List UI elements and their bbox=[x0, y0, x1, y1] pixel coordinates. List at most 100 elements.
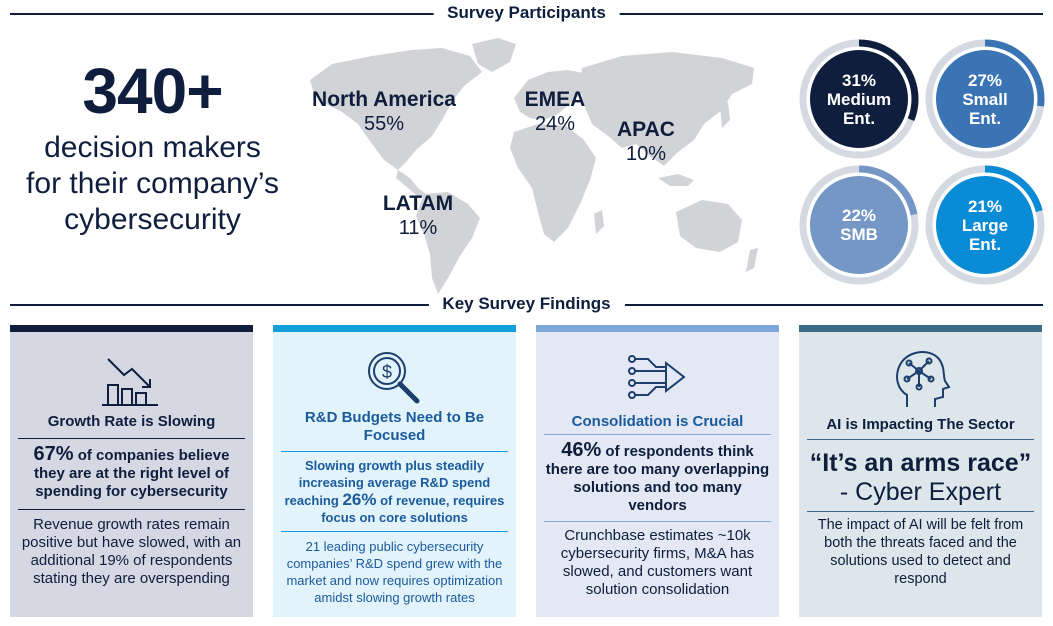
map-africa bbox=[510, 124, 596, 242]
finding-card-ai: AI is Impacting The Sector “It’s an arms… bbox=[799, 325, 1042, 617]
quote-attribution: - Cyber Expert bbox=[839, 478, 1002, 506]
stat-number: 26% bbox=[342, 490, 377, 509]
card-stat: 67% of companies believe they are at the… bbox=[18, 443, 245, 501]
map-asia bbox=[580, 52, 754, 166]
card-divider bbox=[281, 451, 508, 452]
segment-name-suffix: Ent. bbox=[968, 234, 1002, 254]
region-latam: LATAM 11% bbox=[366, 192, 470, 240]
segment-donut-smb: 22% SMB bbox=[799, 165, 919, 285]
map-indonesia bbox=[658, 174, 694, 186]
stat-text: of respondents think there are too many … bbox=[545, 443, 770, 514]
card-title: Consolidation is Crucial bbox=[571, 413, 744, 430]
card-divider bbox=[807, 439, 1034, 440]
card-divider bbox=[544, 521, 771, 522]
card-stat: Slowing growth plus steadily increasing … bbox=[281, 457, 508, 526]
map-australia bbox=[676, 200, 742, 252]
region-name: LATAM bbox=[382, 192, 454, 215]
region-percentage: 24% bbox=[534, 113, 576, 135]
segment-label: 21% Large Ent. bbox=[925, 165, 1045, 285]
region-percentage: 11% bbox=[398, 217, 438, 239]
finding-card-consolidation: Consolidation is Crucial 46% of responde… bbox=[536, 325, 779, 617]
segment-name: Medium bbox=[826, 89, 892, 109]
card-accent-bar bbox=[799, 325, 1042, 332]
stat-text-lead: Slowing growth plus steadily increasing … bbox=[284, 458, 491, 508]
card-divider bbox=[281, 531, 508, 532]
region-apac: APAC 10% bbox=[596, 118, 696, 166]
donut-ring bbox=[925, 165, 1045, 285]
donut-core bbox=[810, 50, 908, 148]
region-emea: EMEA 24% bbox=[506, 88, 604, 136]
map-madagascar bbox=[594, 210, 604, 234]
participants-summary: 340+ decision makers for their company’s… bbox=[0, 52, 305, 238]
donut-ring bbox=[799, 39, 919, 159]
segment-label: 22% SMB bbox=[799, 165, 919, 285]
donut-progress-arc bbox=[925, 39, 1045, 159]
donut-ring bbox=[925, 39, 1045, 159]
map-greenland bbox=[472, 38, 516, 72]
segment-percentage: 27% bbox=[967, 70, 1003, 90]
card-divider bbox=[544, 434, 771, 435]
card-title: R&D Budgets Need to Be Focused bbox=[304, 409, 485, 444]
world-map bbox=[310, 38, 758, 294]
segment-percentage: 21% bbox=[967, 196, 1003, 216]
segment-label: 27% Small Ent. bbox=[925, 39, 1045, 159]
segment-name-suffix: Ent. bbox=[968, 108, 1002, 128]
card-title: AI is Impacting The Sector bbox=[826, 416, 1015, 433]
finding-card-growth: Growth Rate is Slowing 67% of companies … bbox=[10, 325, 253, 617]
region-north-america: North America 55% bbox=[303, 88, 465, 136]
card-body: The impact of AI will be felt from both … bbox=[817, 517, 1024, 587]
segment-name-suffix: Ent. bbox=[842, 108, 876, 128]
card-stat: 46% of respondents think there are too m… bbox=[544, 439, 771, 515]
card-body: 21 leading public cybersecurity companie… bbox=[286, 539, 503, 605]
stat-text: of companies believe they are at the rig… bbox=[33, 447, 230, 500]
key-findings-title: Key Survey Findings bbox=[428, 294, 625, 314]
region-percentage: 55% bbox=[363, 113, 405, 135]
participant-description-line: cybersecurity bbox=[64, 203, 241, 236]
card-title: Growth Rate is Slowing bbox=[47, 413, 216, 430]
card-divider bbox=[18, 438, 245, 439]
donut-core bbox=[936, 50, 1034, 148]
map-japan bbox=[720, 102, 730, 128]
map-central-america bbox=[396, 170, 426, 198]
card-body: Crunchbase estimates ~10k cybersecurity … bbox=[560, 527, 755, 598]
card-quote: “It’s an arms race” - Cyber Expert bbox=[807, 449, 1034, 507]
region-name: APAC bbox=[617, 118, 675, 141]
participant-description-line: for their company’s bbox=[26, 167, 279, 200]
magnifier-dollar-icon: $ bbox=[368, 352, 420, 404]
segment-percentage: 31% bbox=[841, 70, 877, 90]
participant-count: 340+ bbox=[82, 55, 223, 127]
svg-text:$: $ bbox=[382, 362, 392, 382]
ai-head-network-icon bbox=[896, 351, 951, 407]
converging-circuit-arrow-icon bbox=[628, 355, 686, 399]
survey-participants-header: Survey Participants bbox=[10, 1, 1043, 27]
donut-ring bbox=[799, 165, 919, 285]
card-divider bbox=[807, 511, 1034, 512]
map-europe bbox=[514, 70, 588, 120]
stat-number: 67% bbox=[33, 443, 74, 465]
map-new-zealand bbox=[746, 248, 758, 272]
stat-text-trail: of revenue, requires focus on core solut… bbox=[321, 493, 505, 525]
finding-card-rnd: $ R&D Budgets Need to Be Focused Slowing… bbox=[273, 325, 516, 617]
donut-core bbox=[810, 176, 908, 274]
segment-name: Small bbox=[962, 89, 1008, 109]
declining-bar-chart-icon bbox=[102, 358, 158, 406]
survey-participants-title: Survey Participants bbox=[433, 3, 620, 23]
segment-donut-small-ent: 27% Small Ent. bbox=[925, 39, 1045, 159]
segment-name: SMB bbox=[840, 225, 878, 244]
key-findings-header: Key Survey Findings bbox=[10, 292, 1043, 318]
region-name: North America bbox=[312, 88, 456, 111]
donut-progress-arc bbox=[925, 165, 1045, 285]
card-divider bbox=[18, 509, 245, 510]
segment-percentage: 22% bbox=[841, 206, 877, 225]
segment-donut-medium-ent: 31% Medium Ent. bbox=[799, 39, 919, 159]
donut-progress-arc bbox=[799, 39, 919, 159]
stat-number: 46% bbox=[561, 439, 602, 461]
segment-donut-large-ent: 21% Large Ent. bbox=[925, 165, 1045, 285]
map-north-america bbox=[310, 48, 482, 170]
card-accent-bar bbox=[273, 325, 516, 332]
map-south-america bbox=[416, 192, 480, 294]
card-accent-bar bbox=[536, 325, 779, 332]
card-body: Revenue growth rates remain positive but… bbox=[21, 516, 242, 587]
donut-progress-arc bbox=[799, 165, 919, 285]
segment-label: 31% Medium Ent. bbox=[799, 39, 919, 159]
